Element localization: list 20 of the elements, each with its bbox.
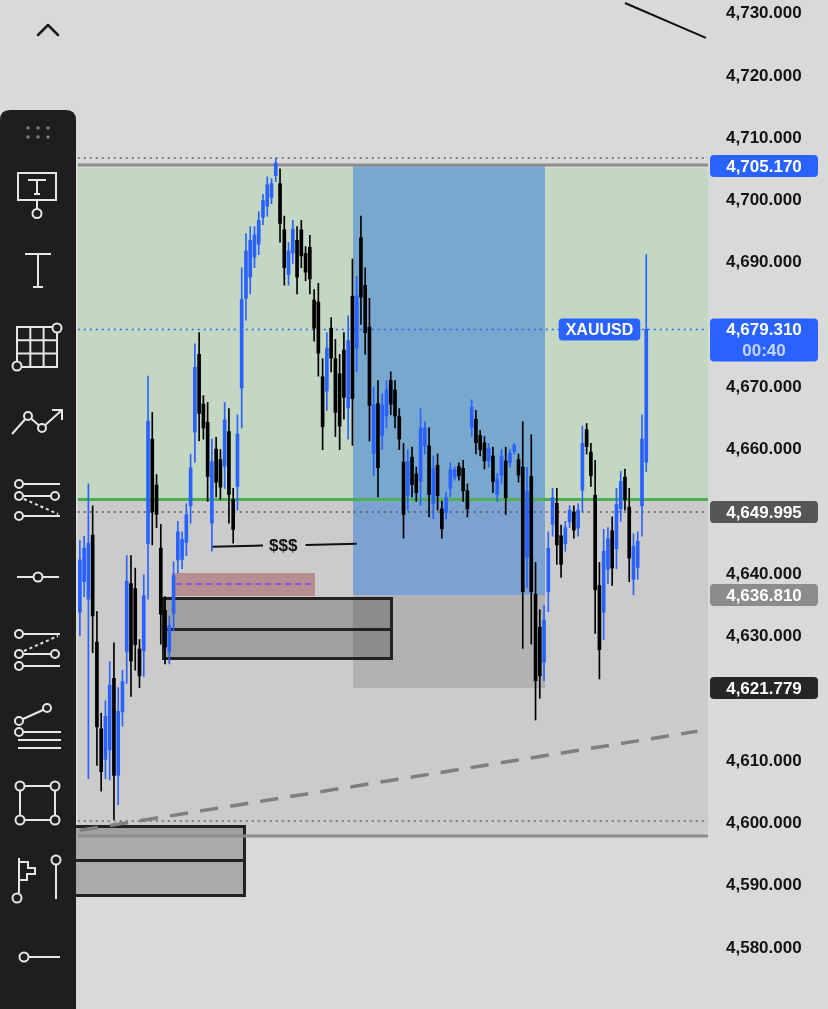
series-label: XAUUSD — [565, 320, 634, 338]
y-tick-label: 4,710.000 — [726, 127, 802, 147]
y-tick-label: 4,660.000 — [726, 439, 802, 459]
y-tick-label: 4,610.000 — [726, 750, 802, 770]
series-label: $$$ — [268, 536, 298, 556]
y-tick-label: 4,640.000 — [726, 563, 802, 583]
y-tick-label: 4,730.000 — [726, 3, 802, 23]
y-tick-label: 4,600.000 — [726, 813, 802, 833]
ref-line-label: 4,679.310 00:40 — [726, 320, 802, 361]
y-tick-label: 4,630.000 — [726, 626, 802, 646]
y-tick-label: 4,590.000 — [726, 875, 802, 895]
text: 4,705.170 — [726, 156, 802, 176]
text: 4,621.779 — [726, 678, 802, 698]
y-tick-label: 4,670.000 — [726, 377, 802, 397]
y-tick-label: 4,700.000 — [726, 190, 802, 210]
y-tick-label: 4,720.000 — [726, 65, 802, 85]
y-tick-label: 4,690.000 — [726, 252, 802, 272]
ref-line-label: 4,649.995 — [726, 502, 802, 522]
text: 4,636.810 — [726, 585, 802, 605]
y-tick-label: 4,580.000 — [726, 937, 802, 957]
